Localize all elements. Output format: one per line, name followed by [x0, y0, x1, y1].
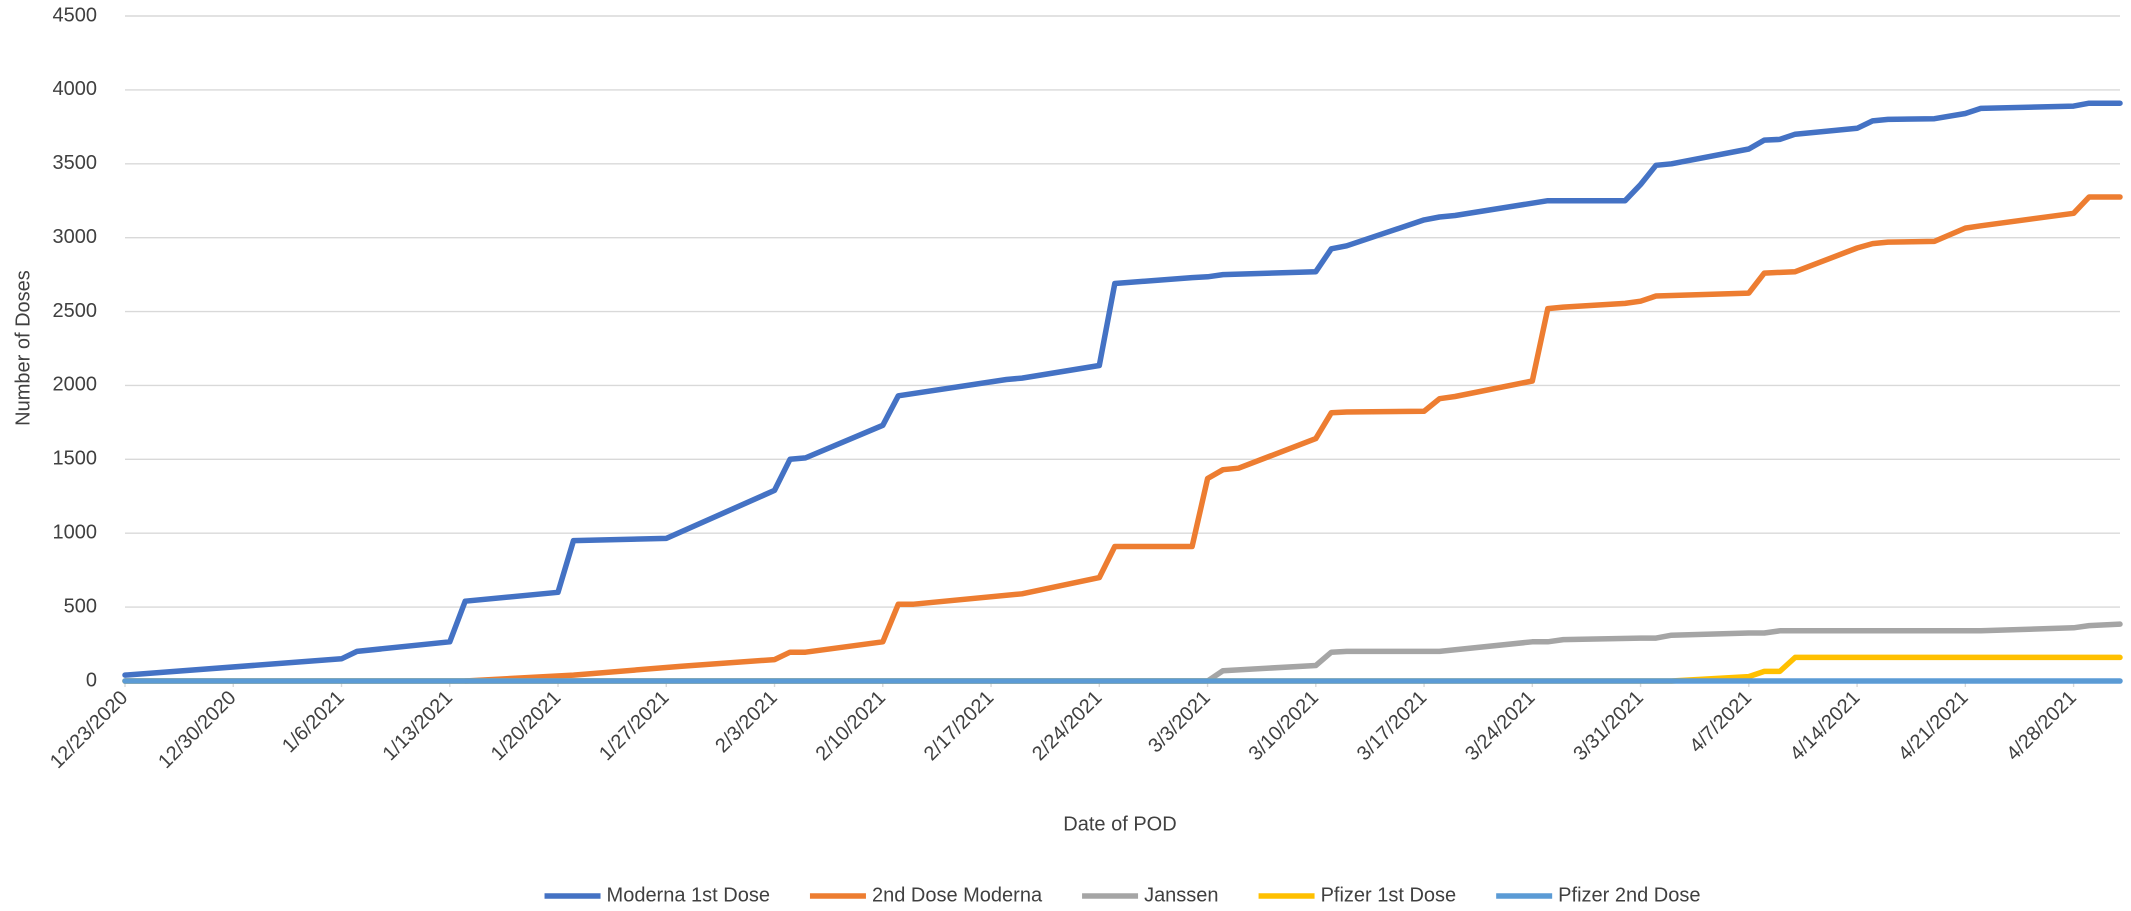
series-line: [122, 100, 2123, 678]
x-tick-label: 1/6/2021: [278, 687, 349, 758]
x-tick-label: 4/28/2021: [2002, 687, 2080, 765]
legend-label: Janssen: [1144, 884, 1219, 906]
y-tick-label: 4500: [53, 4, 98, 26]
series-line: [462, 194, 2123, 684]
x-tick-label: 1/27/2021: [595, 687, 673, 765]
x-tick-label: 3/31/2021: [1569, 687, 1647, 765]
x-tick-label: 3/17/2021: [1353, 687, 1431, 765]
y-tick-label: 2000: [53, 374, 98, 396]
y-tick-label: 2500: [53, 300, 98, 322]
series-line: [122, 654, 2123, 684]
x-tick-label: 3/24/2021: [1461, 687, 1539, 765]
x-tick-label: 2/10/2021: [812, 687, 890, 765]
x-tick-label: 2/3/2021: [711, 687, 782, 758]
y-tick-label: 500: [64, 595, 97, 617]
x-tick-label: 4/7/2021: [1685, 687, 1756, 758]
legend-label: Pfizer 2nd Dose: [1558, 884, 1700, 906]
y-tick-label: 3000: [53, 226, 98, 248]
y-tick-label: 1500: [53, 448, 98, 470]
x-tick-label: 1/13/2021: [379, 687, 457, 765]
y-tick-label: 4000: [53, 78, 98, 100]
y-tick-label: 1000: [53, 522, 98, 544]
y-axis-title: Number of Doses: [12, 270, 34, 426]
y-tick-label: 0: [86, 669, 97, 691]
series-line: [122, 621, 2123, 684]
x-tick-label: 12/23/2020: [46, 687, 132, 773]
x-tick-label: 3/3/2021: [1144, 687, 1215, 758]
x-tick-label: 2/17/2021: [920, 687, 998, 765]
x-tick-label: 4/14/2021: [1786, 687, 1864, 765]
x-tick-label: 2/24/2021: [1028, 687, 1106, 765]
legend-label: 2nd Dose Moderna: [872, 884, 1043, 906]
x-tick-label: 3/10/2021: [1245, 687, 1323, 765]
x-axis-title: Date of POD: [1063, 813, 1176, 835]
y-tick-label: 3500: [53, 152, 98, 174]
legend-label: Moderna 1st Dose: [607, 884, 770, 906]
x-tick-label: 12/30/2020: [154, 687, 240, 773]
x-tick-label: 1/20/2021: [487, 687, 565, 765]
legend-label: Pfizer 1st Dose: [1321, 884, 1457, 906]
x-tick-label: 4/21/2021: [1894, 687, 1972, 765]
